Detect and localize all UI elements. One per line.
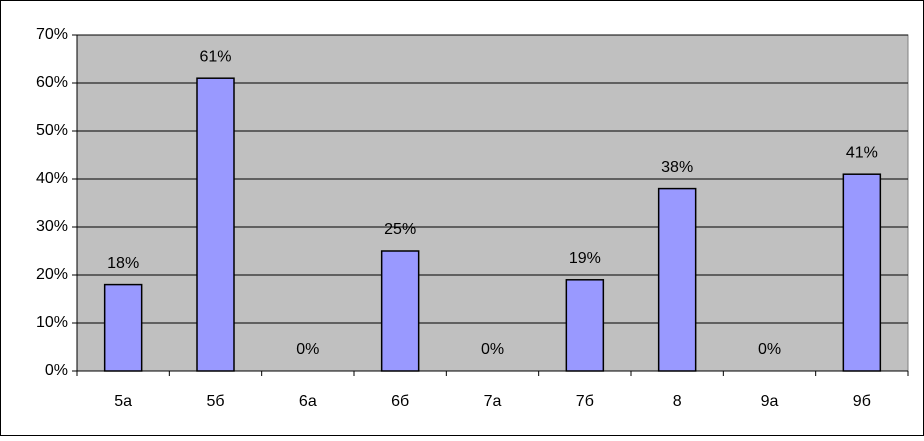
- x-tick-label: 6б: [391, 393, 409, 410]
- value-label: 41%: [846, 144, 878, 161]
- bar: [380, 250, 420, 372]
- y-tick-label: 60%: [36, 74, 68, 91]
- value-label: 61%: [199, 48, 231, 65]
- value-label: 0%: [296, 341, 319, 358]
- x-tick-label: 5а: [114, 393, 132, 410]
- value-label: 0%: [758, 341, 781, 358]
- y-tick-label: 0%: [45, 362, 68, 379]
- bar: [842, 173, 882, 372]
- value-label: 19%: [569, 250, 601, 267]
- value-label: 38%: [661, 159, 693, 176]
- x-tick-label: 7б: [576, 393, 594, 410]
- x-tick-label: 5б: [206, 393, 224, 410]
- bar: [103, 283, 143, 372]
- x-tick-label: 6а: [299, 393, 317, 410]
- bar: [196, 77, 235, 372]
- bar: [565, 279, 605, 372]
- y-tick-label: 30%: [36, 218, 68, 235]
- bar: [657, 187, 697, 372]
- y-tick-label: 70%: [36, 26, 68, 43]
- value-label: 0%: [481, 341, 504, 358]
- y-tick-label: 50%: [36, 122, 68, 139]
- x-tick-label: 8: [673, 393, 682, 410]
- value-label: 25%: [384, 221, 416, 238]
- x-tick-label: 9а: [761, 393, 779, 410]
- x-tick-label: 9б: [853, 393, 871, 410]
- x-tick-label: 7а: [484, 393, 502, 410]
- y-tick-label: 20%: [36, 266, 68, 283]
- y-tick-label: 10%: [36, 314, 68, 331]
- value-label: 18%: [107, 255, 139, 272]
- y-tick-label: 40%: [36, 170, 68, 187]
